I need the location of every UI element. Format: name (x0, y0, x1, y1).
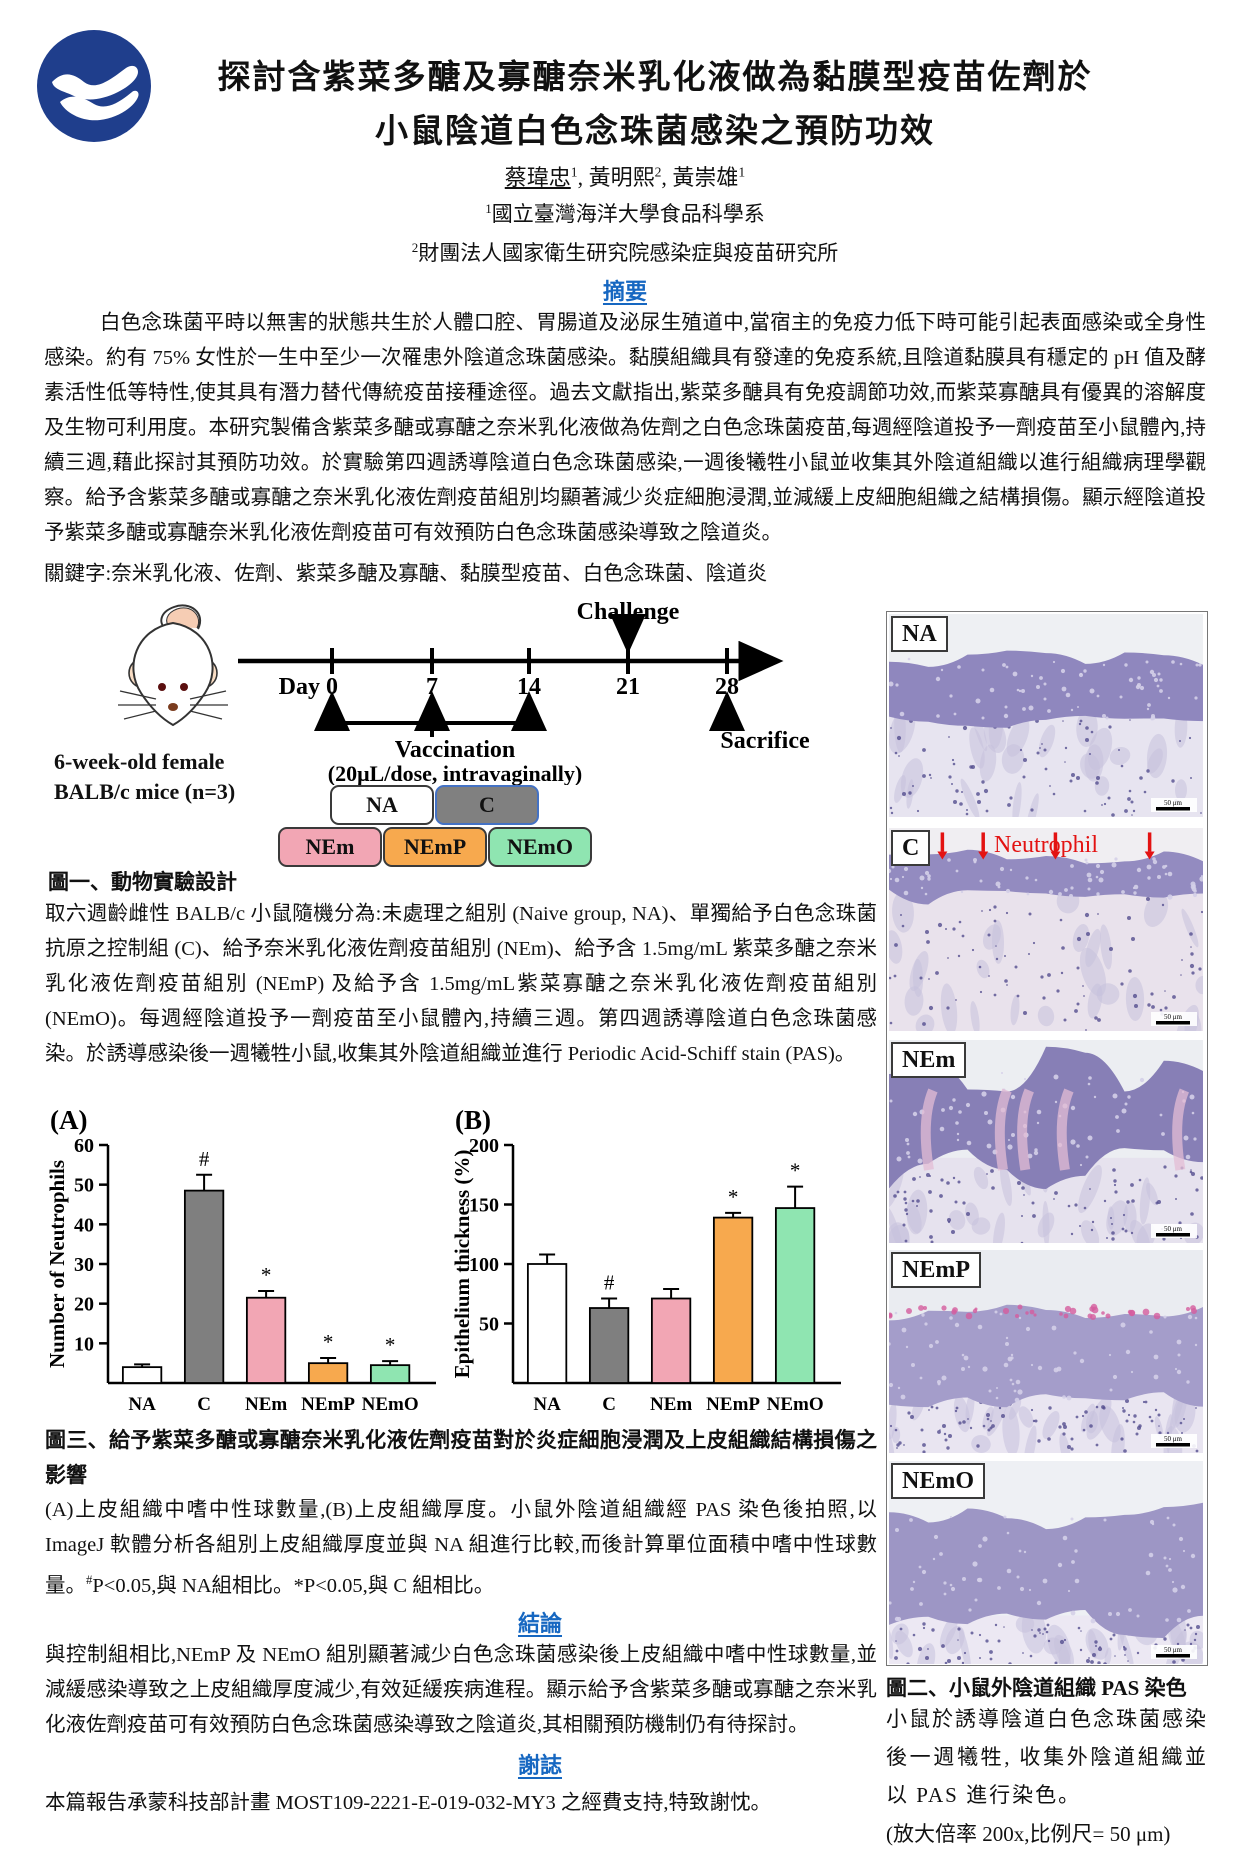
histology-panel-NEmO: 50 μm NEmO (884, 1461, 1207, 1819)
svg-text:50 μm: 50 μm (1164, 1646, 1183, 1654)
group-box-NEmO: NEmO (488, 827, 592, 867)
figure2-description: 小鼠於誘導陰道白色念珠菌感染後一週犧牲, 收集外陰道組織並以 PAS 進行染色。 (886, 1707, 1208, 1807)
mouse-label: 6-week-old female BALB/c mice (n=3) (54, 749, 236, 804)
svg-text:*: * (790, 1159, 801, 1183)
svg-text:50: 50 (479, 1314, 499, 1336)
svg-text:NEm: NEm (650, 1394, 692, 1413)
histology-panel-NA: 50 μm NA (888, 614, 1203, 915)
conclusion-heading: 結論 (517, 1611, 562, 1636)
histology-panel-NEm: 50 μm NEm (886, 1040, 1205, 1361)
svg-text:NA: NA (128, 1394, 156, 1413)
day-7: 7 (426, 674, 438, 700)
panel-label-NEm: NEm (891, 1042, 967, 1078)
poster-title-line1: 探討含紫菜多醣及寡醣奈米乳化液做為黏膜型疫苗佐劑於 (217, 60, 1093, 96)
author-list: 蔡瑋忠1, 黃明熙2, 黃崇雄1 (504, 164, 746, 190)
figure1-description: 取六週齡雌性 BALB/c 小鼠隨機分為:未處理之組別 (Naive group… (45, 903, 877, 1065)
author-1: 蔡瑋忠1 (504, 164, 578, 190)
vaccination-label: Vaccination (395, 737, 515, 763)
figure2-caption: 圖二、小鼠外陰道組織 PAS 染色 (886, 1676, 1187, 1700)
svg-text:50 μm: 50 μm (1164, 799, 1183, 807)
svg-text:50: 50 (74, 1175, 94, 1197)
svg-text:NEm: NEm (245, 1394, 287, 1413)
neutrophil-annotation: Neutrophil (994, 832, 1098, 858)
chart-epithelium-thickness: (B) Epithelium thickness (%) 50 100 150 200 NA… (443, 1095, 848, 1415)
day-14: 14 (517, 674, 541, 700)
panel-label-NEmP: NEmP (891, 1252, 981, 1288)
svg-text:100: 100 (469, 1254, 499, 1276)
panel-label-NEmO: NEmO (891, 1463, 985, 1499)
figure2-histology-panels: 50 μm NA 50 μm Neutrophil C 50 μm NEm 50… (884, 611, 1211, 1819)
svg-text:C: C (602, 1394, 616, 1413)
figure3-caption: 圖三、給予紫菜多醣或寡醣奈米乳化液佐劑疫苗對於炎症細胞浸潤及上皮組織結構損傷之影… (45, 1428, 877, 1487)
svg-text:50 μm: 50 μm (1164, 1013, 1183, 1021)
abstract-text: 白色念珠菌平時以無害的狀態共生於人體口腔、胃腸道及泌尿生殖道中,當宿主的免疫力低… (44, 312, 1206, 544)
mouse-illustration (118, 604, 228, 727)
day-21: 21 (616, 674, 640, 700)
svg-text:50 μm: 50 μm (1164, 1225, 1183, 1233)
histology-panel-C: 50 μm Neutrophil C (885, 828, 1211, 1093)
poster-title-line2: 小鼠陰道白色念珠菌感染之預防功效 (375, 114, 935, 150)
svg-text:(A): (A) (50, 1105, 87, 1135)
affiliation-1: 1國立臺灣海洋大學食品科學系 (485, 201, 765, 226)
svg-text:50 μm: 50 μm (1164, 1435, 1183, 1443)
day-28: 28 (715, 674, 739, 700)
conclusion-text: 與控制組相比,NEmP 及 NEmO 組別顯著減少白色念珠菌感染後上皮組織中嗜中… (45, 1644, 877, 1736)
svg-text:NEmP: NEmP (706, 1394, 760, 1413)
svg-text:10: 10 (74, 1333, 94, 1355)
svg-text:#: # (604, 1271, 615, 1295)
svg-text:40: 40 (74, 1214, 94, 1236)
svg-text:NEmP: NEmP (301, 1394, 355, 1413)
figure2-magnification: (放大倍率 200x,比例尺= 50 μm) (886, 1822, 1171, 1846)
day-0: 0 (326, 674, 338, 700)
group-box-NEmP: NEmP (383, 827, 487, 867)
svg-text:Epithelium thickness (%): Epithelium thickness (%) (450, 1150, 474, 1379)
group-box-C: C (435, 785, 539, 825)
abstract-heading: 摘要 (602, 279, 647, 304)
chart-neutrophils: (A) Number of Neutrophils 10 20 30 40 50 60 NA # C… (38, 1095, 443, 1415)
svg-text:C: C (197, 1394, 211, 1413)
svg-text:NEmO: NEmO (767, 1394, 824, 1413)
experiment-timeline: Day 0 7 14 21 28 Challenge Vaccination (… (238, 599, 810, 785)
svg-text:*: * (323, 1330, 334, 1354)
svg-text:200: 200 (469, 1135, 499, 1157)
day-label: Day (279, 674, 320, 700)
svg-text:150: 150 (469, 1195, 499, 1217)
figure3-caption-block: 圖三、給予紫菜多醣或寡醣奈米乳化液佐劑疫苗對於炎症細胞浸潤及上皮組織結構損傷之影… (45, 1423, 877, 1604)
svg-text:#: # (199, 1147, 210, 1171)
svg-text:*: * (728, 1185, 739, 1209)
author-2: 黃明熙2 (588, 164, 662, 190)
svg-text:(B): (B) (455, 1105, 491, 1135)
svg-text:30: 30 (74, 1254, 94, 1276)
histology-panel-NEmP: 50 μm NEmP (885, 1250, 1203, 1596)
acknowledgement-text: 本篇報告承蒙科技部計畫 MOST109-2221-E-019-032-MY3 之… (45, 1792, 772, 1814)
acknowledgement-heading: 謝誌 (517, 1753, 562, 1778)
panel-label-NA: NA (891, 616, 948, 652)
svg-text:*: * (385, 1333, 396, 1357)
svg-text:*: * (261, 1263, 272, 1287)
affiliation-2: 2財團法人國家衛生研究院感染症與疫苗研究所 (411, 240, 839, 265)
vaccination-dose-label: (20μL/dose, intravaginally) (328, 761, 582, 785)
svg-text:Number of Neutrophils: Number of Neutrophils (45, 1160, 69, 1368)
keywords-line: 關鍵字:奈米乳化液、佐劑、紫菜多醣及寡醣、黏膜型疫苗、白色念珠菌、陰道炎 (44, 563, 768, 585)
svg-text:20: 20 (74, 1294, 94, 1316)
figure3-description: (A)上皮組織中嗜中性球數量,(B)上皮組織厚度。小鼠外陰道組織經 PAS 染色… (45, 1499, 877, 1597)
author-3: 黃崇雄1 (672, 164, 746, 190)
group-box-NEm: NEm (278, 827, 382, 867)
hash-superscript: # (86, 1573, 93, 1587)
figure1-caption: 圖一、動物實驗設計 (48, 870, 237, 894)
university-logo (37, 30, 151, 142)
group-box-NA: NA (330, 785, 434, 825)
svg-text:NEmO: NEmO (362, 1394, 419, 1413)
sacrifice-label: Sacrifice (720, 728, 810, 754)
figure1-diagram: 6-week-old female BALB/c mice (n=3) Day … (40, 595, 860, 875)
challenge-label: Challenge (577, 599, 680, 625)
svg-text:60: 60 (74, 1135, 94, 1157)
svg-text:NA: NA (533, 1394, 561, 1413)
panel-label-C: C (891, 830, 931, 866)
